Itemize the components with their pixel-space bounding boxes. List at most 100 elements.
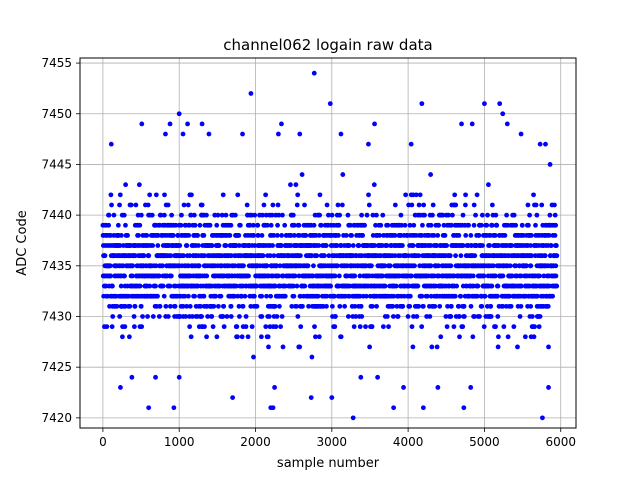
data-point (302, 202, 307, 208)
data-point (205, 314, 211, 319)
data-point (240, 303, 246, 309)
outlier-point (338, 131, 344, 137)
data-point (318, 222, 324, 228)
data-point (296, 233, 302, 238)
data-point (155, 293, 160, 299)
data-point (458, 293, 464, 299)
data-point (472, 314, 477, 319)
data-point (553, 222, 559, 228)
data-point (329, 303, 335, 309)
data-point (326, 212, 331, 218)
data-point (252, 212, 258, 218)
data-point (428, 243, 434, 248)
data-point (123, 182, 128, 188)
data-point (265, 222, 270, 228)
data-point (264, 263, 270, 269)
data-point (104, 324, 110, 330)
data-point (352, 273, 358, 279)
data-point (477, 314, 482, 319)
data-point (294, 303, 299, 309)
data-point (380, 273, 386, 279)
data-point (416, 253, 422, 259)
data-point (291, 233, 297, 238)
data-point (178, 222, 184, 228)
data-point (528, 263, 534, 269)
data-point (201, 233, 207, 238)
data-point (137, 222, 143, 228)
data-point (339, 202, 345, 208)
data-point (220, 192, 226, 198)
data-point (136, 182, 142, 188)
data-point (213, 293, 219, 299)
data-point (298, 253, 303, 259)
data-point (288, 233, 294, 238)
data-point (492, 273, 498, 279)
y-tick-label: 7445 (41, 157, 72, 171)
data-point (358, 303, 364, 309)
data-point (326, 253, 332, 259)
data-point (110, 314, 116, 319)
axes-frame (79, 57, 577, 429)
data-point (371, 182, 377, 188)
outlier-point (372, 121, 377, 127)
data-point (109, 202, 114, 208)
data-point (186, 293, 191, 299)
data-point (278, 243, 284, 248)
data-point (227, 233, 233, 238)
outlier-point (468, 385, 474, 390)
data-point (266, 344, 271, 350)
x-tick-label: 3000 (317, 435, 348, 449)
data-point (275, 222, 280, 228)
data-point (407, 222, 413, 228)
data-point (332, 273, 338, 279)
data-point (137, 283, 143, 289)
x-tick-label: 0 (99, 435, 107, 449)
data-point (449, 222, 454, 228)
data-point (147, 283, 153, 289)
data-point (242, 293, 248, 299)
y-tick-label: 7450 (41, 107, 72, 121)
data-point (536, 324, 542, 330)
data-point (472, 253, 478, 259)
data-point (306, 303, 311, 309)
data-point (495, 344, 501, 350)
data-point (403, 192, 409, 198)
data-point (393, 283, 399, 289)
data-point (390, 314, 396, 319)
data-point (412, 263, 417, 269)
data-point (196, 263, 202, 269)
data-point (163, 303, 169, 309)
data-point (554, 283, 560, 289)
data-point (311, 263, 316, 269)
data-point (150, 243, 156, 248)
data-point (407, 293, 413, 299)
data-point (182, 293, 188, 299)
data-point (547, 212, 553, 218)
data-point (139, 324, 145, 330)
data-point (278, 324, 283, 330)
data-point (297, 344, 303, 350)
data-point (118, 283, 124, 289)
data-point (405, 314, 411, 319)
data-point (161, 293, 167, 299)
data-point (149, 212, 155, 218)
data-point (414, 314, 420, 319)
data-point (481, 273, 487, 279)
data-point (191, 212, 197, 218)
data-point (131, 314, 137, 319)
outlier-point (248, 91, 254, 96)
data-point (410, 344, 416, 350)
data-point (489, 202, 495, 208)
data-point (338, 334, 344, 340)
data-point (264, 293, 269, 299)
data-point (214, 334, 220, 340)
data-point (466, 222, 471, 228)
data-point (360, 233, 366, 238)
data-point (343, 233, 349, 238)
data-point (451, 324, 457, 330)
outlier-point (153, 374, 158, 380)
outlier-point (129, 374, 135, 380)
data-point (160, 283, 166, 289)
data-point (117, 202, 122, 208)
data-point (252, 293, 257, 299)
